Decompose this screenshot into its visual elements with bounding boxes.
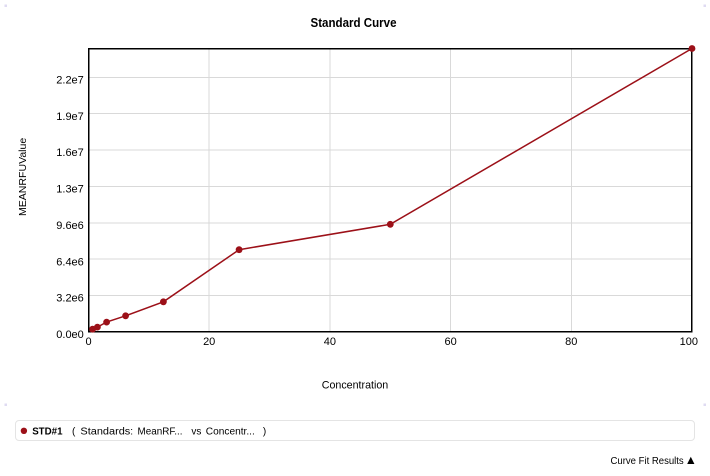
svg-text:20: 20	[203, 336, 215, 348]
svg-text:MeanRF...: MeanRF...	[138, 426, 183, 437]
svg-text:9.6e6: 9.6e6	[56, 220, 84, 232]
svg-text:MEANRFUValue: MEANRFUValue	[17, 138, 29, 216]
svg-text:1.6e7: 1.6e7	[56, 147, 84, 159]
svg-text:): )	[263, 426, 266, 437]
svg-text:2.2e7: 2.2e7	[56, 74, 84, 86]
svg-text:0: 0	[85, 336, 91, 348]
svg-text:Curve Fit Results: Curve Fit Results	[611, 456, 684, 467]
svg-text:(: (	[72, 426, 76, 437]
svg-text:1.9e7: 1.9e7	[56, 111, 84, 123]
svg-text:STD#1: STD#1	[32, 426, 63, 437]
svg-text:0.0e0: 0.0e0	[56, 329, 84, 341]
svg-text::: :	[130, 426, 133, 437]
svg-text:1.3e7: 1.3e7	[56, 184, 84, 196]
svg-text:Standard Curve: Standard Curve	[311, 16, 397, 30]
svg-text:80: 80	[565, 336, 577, 348]
svg-text:40: 40	[324, 336, 336, 348]
svg-text:6.4e6: 6.4e6	[56, 256, 84, 268]
svg-text:100: 100	[680, 336, 698, 348]
svg-text:3.2e6: 3.2e6	[56, 293, 84, 305]
svg-text:vs: vs	[191, 426, 201, 437]
svg-text:60: 60	[444, 336, 456, 348]
svg-text:Concentr...: Concentr...	[206, 426, 255, 437]
svg-text:Standards: Standards	[80, 426, 130, 437]
svg-text:Concentration: Concentration	[322, 380, 389, 392]
